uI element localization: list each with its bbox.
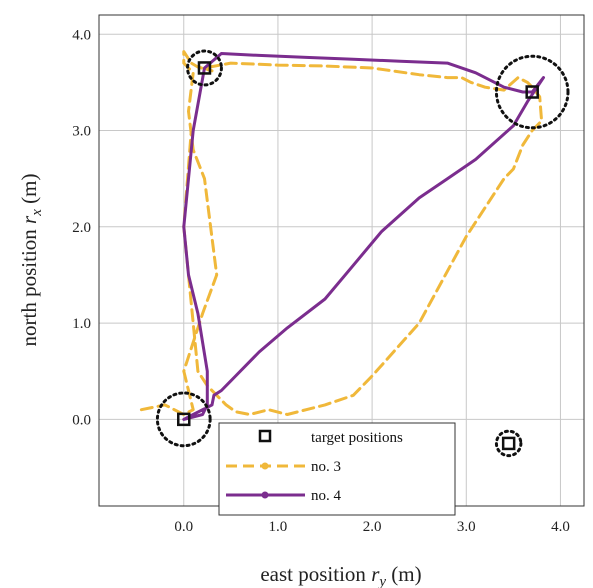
legend-box bbox=[218, 422, 456, 516]
x-axis-label-var: r bbox=[371, 562, 380, 586]
target-marker bbox=[197, 61, 212, 75]
legend-square-marker bbox=[258, 429, 272, 443]
y-tick-label: 1.0 bbox=[72, 316, 91, 332]
x-tick-label: 0.0 bbox=[174, 519, 193, 535]
y-axis-label-sub: x bbox=[29, 209, 45, 217]
legend-label-no4: no. 4 bbox=[311, 488, 342, 504]
target-layer bbox=[177, 61, 539, 451]
y-axis-label: north position rx (m) bbox=[17, 174, 45, 347]
legend: target positions no. 3 no. 4 bbox=[218, 422, 456, 516]
legend-dot-no4 bbox=[261, 491, 269, 499]
y-tick-label: 2.0 bbox=[72, 220, 91, 236]
target-circle bbox=[494, 54, 570, 130]
x-tick-label: 3.0 bbox=[457, 519, 476, 535]
target-circle bbox=[494, 429, 523, 458]
y-tick-label: 3.0 bbox=[72, 124, 91, 140]
x-axis-label-sub: y bbox=[377, 574, 386, 588]
y-axis-label-unit: (m) bbox=[17, 174, 41, 210]
y-axis-label-main: north position bbox=[17, 224, 41, 347]
x-axis-label-unit: (m) bbox=[386, 562, 422, 586]
legend-label-target: target positions bbox=[311, 430, 403, 446]
legend-dot-no3 bbox=[261, 462, 269, 470]
x-axis-label-main: east position bbox=[260, 562, 371, 586]
x-axis-label: east position ry (m) bbox=[260, 562, 421, 588]
target-circle bbox=[186, 49, 223, 87]
y-tick-label: 0.0 bbox=[72, 412, 91, 428]
target-circle bbox=[155, 391, 212, 448]
y-tick-label: 4.0 bbox=[72, 27, 91, 43]
series-line-1 bbox=[139, 50, 544, 416]
target-marker bbox=[525, 85, 539, 99]
x-tick-label: 4.0 bbox=[551, 519, 570, 535]
grid bbox=[99, 15, 584, 506]
legend-label-no3: no. 3 bbox=[311, 459, 341, 475]
y-axis-label-var: r bbox=[17, 215, 41, 224]
target-marker bbox=[177, 412, 191, 427]
target-marker bbox=[501, 436, 516, 451]
x-tick-label: 2.0 bbox=[363, 519, 382, 535]
circle-layer bbox=[155, 49, 570, 458]
x-tick-label: 1.0 bbox=[269, 519, 288, 535]
tick-labels: 0.0 1.0 2.0 3.0 4.0 0.0 1.0 2.0 3.0 4.0 bbox=[72, 27, 570, 535]
